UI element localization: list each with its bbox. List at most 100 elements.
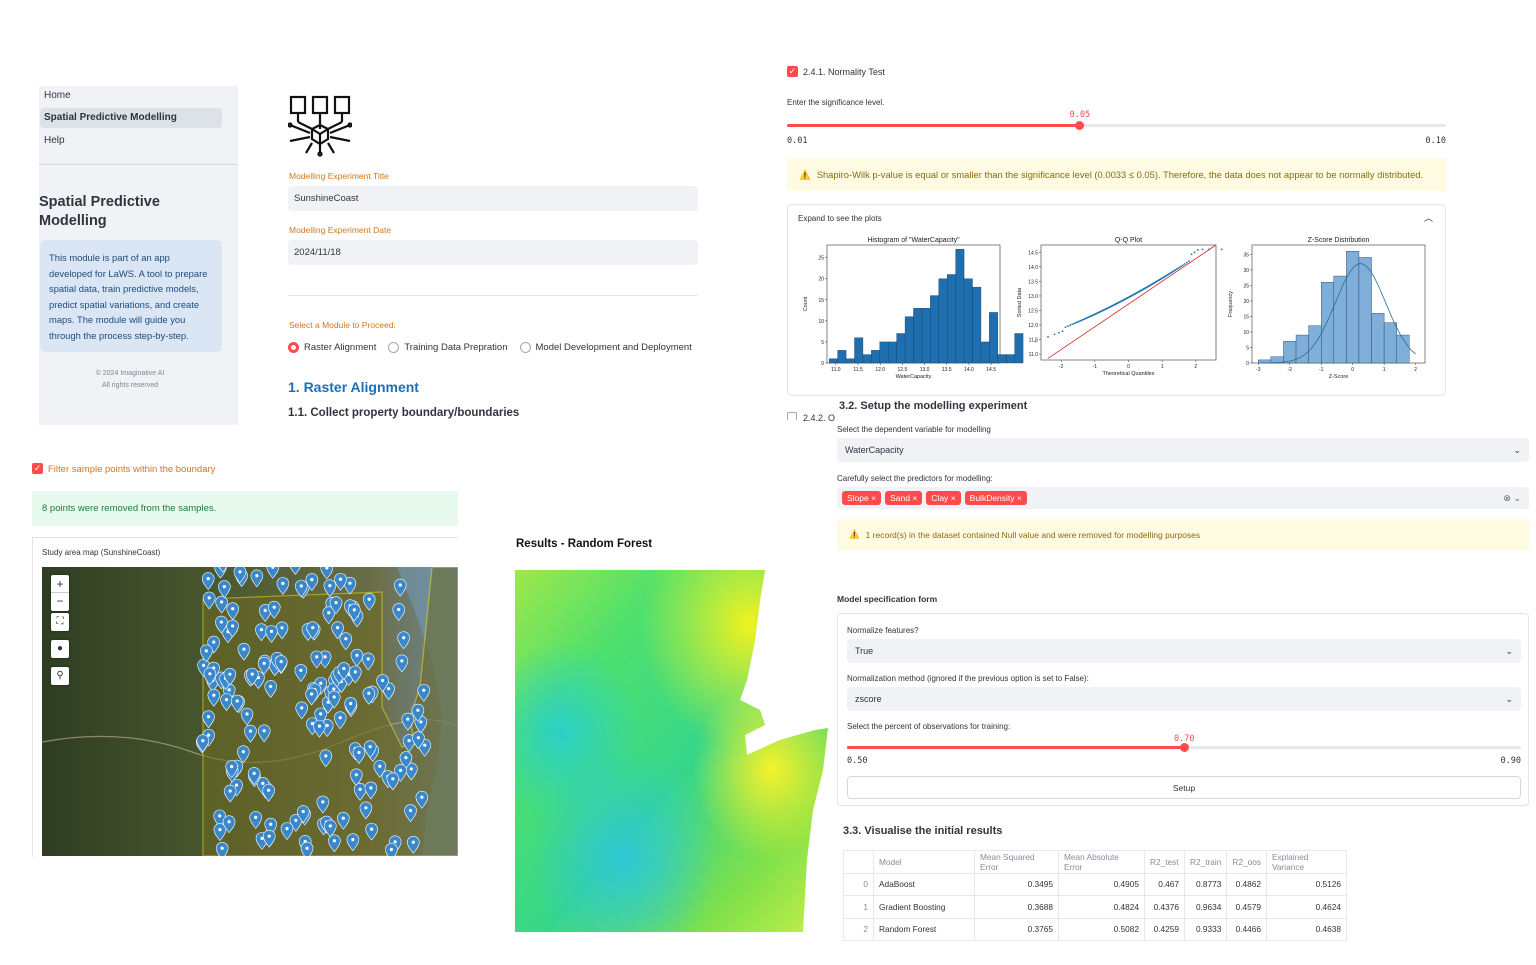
sample-point-marker[interactable]	[417, 683, 431, 702]
fullscreen-icon[interactable]: ⛶	[51, 613, 69, 631]
sample-point-marker[interactable]	[257, 724, 271, 743]
sample-point-marker[interactable]	[337, 662, 351, 680]
column-header[interactable]: R2_test	[1144, 850, 1185, 874]
sample-point-marker[interactable]	[346, 833, 360, 852]
sample-point-marker[interactable]	[331, 621, 344, 640]
radio-raster-alignment[interactable]: Raster Alignment	[288, 342, 376, 353]
table-row[interactable]: 2 Random Forest 0.3765 0.5082 0.4259 0.9333 0.…	[843, 917, 1347, 941]
sample-point-marker[interactable]	[289, 567, 301, 575]
sample-point-marker[interactable]	[334, 572, 347, 591]
sample-point-marker[interactable]	[249, 811, 262, 829]
predictor-tag-clay[interactable]: Clay ×	[926, 491, 961, 505]
sample-point-marker[interactable]	[386, 772, 400, 791]
sample-point-marker[interactable]	[305, 687, 318, 706]
sample-point-marker[interactable]	[395, 654, 409, 673]
dependent-variable-select[interactable]: WaterCapacity ⌄	[837, 438, 1529, 462]
sample-point-marker[interactable]	[353, 783, 367, 801]
sample-point-marker[interactable]	[364, 781, 378, 800]
sample-point-marker[interactable]	[328, 834, 341, 853]
training-percent-slider[interactable]: 0.70 0.50 0.90	[847, 734, 1521, 770]
sample-point-marker[interactable]	[223, 784, 237, 803]
sample-point-marker[interactable]	[362, 592, 376, 611]
sample-point-marker[interactable]	[404, 804, 417, 822]
sample-point-marker[interactable]	[196, 734, 210, 753]
sample-point-marker[interactable]	[313, 719, 326, 738]
sample-point-marker[interactable]	[240, 707, 254, 726]
predictor-tag-bulkdensity[interactable]: BulkDensity ×	[964, 491, 1027, 505]
column-header[interactable]: Model	[873, 850, 975, 874]
sample-point-marker[interactable]	[359, 801, 373, 820]
sample-point-marker[interactable]	[294, 579, 308, 598]
sample-point-marker[interactable]	[333, 711, 347, 730]
sample-point-marker[interactable]	[348, 603, 361, 622]
sample-point-marker[interactable]	[200, 644, 213, 663]
map-search-icon[interactable]: ⚲	[51, 667, 69, 685]
sample-point-marker[interactable]	[405, 762, 418, 781]
sample-point-marker[interactable]	[213, 823, 227, 842]
zoom-in-button[interactable]: +	[51, 575, 69, 593]
sample-point-marker[interactable]	[350, 768, 363, 787]
sample-point-marker[interactable]	[316, 795, 330, 814]
filter-checkbox[interactable]: ✓	[32, 463, 43, 474]
experiment-title-input[interactable]: SunshineCoast	[288, 186, 698, 211]
slider-handle[interactable]	[1075, 121, 1085, 130]
setup-button[interactable]: Setup	[847, 776, 1521, 799]
sample-point-marker[interactable]	[226, 602, 240, 621]
radio-model-development[interactable]: Model Development and Deployment	[519, 342, 692, 353]
next-checkbox[interactable]	[787, 412, 797, 420]
sample-point-marker[interactable]	[344, 697, 358, 715]
clear-all-icon[interactable]: ⊗ ⌄	[1503, 492, 1521, 503]
map-canvas[interactable]	[42, 567, 458, 856]
table-row[interactable]: 0 AdaBoost 0.3495 0.4905 0.467 0.8773 0.4862 0.…	[843, 872, 1347, 896]
table-row[interactable]: 1 Gradient Boosting 0.3688 0.4824 0.4376 0.96…	[843, 895, 1347, 919]
sample-point-marker[interactable]	[399, 751, 413, 770]
chevron-up-icon[interactable]: ︿	[1423, 213, 1433, 223]
sample-point-marker[interactable]	[348, 665, 362, 684]
column-header[interactable]: Mean Squared Error	[974, 850, 1059, 874]
sample-point-marker[interactable]	[336, 811, 350, 830]
normalize-select[interactable]: True ⌄	[847, 639, 1521, 663]
sample-point-marker[interactable]	[215, 595, 228, 614]
sample-point-marker[interactable]	[237, 745, 250, 764]
column-header[interactable]: R2_train	[1183, 850, 1228, 874]
predictor-tag-slope[interactable]: Slope ×	[842, 491, 882, 505]
sample-point-marker[interactable]	[343, 576, 357, 595]
locate-pin-icon[interactable]: ●	[51, 640, 69, 658]
sample-point-marker[interactable]	[207, 688, 221, 707]
nav-spatial-predictive-modelling[interactable]: Spatial Predictive Modelling	[40, 108, 222, 128]
sample-point-marker[interactable]	[361, 652, 375, 671]
sample-point-marker[interactable]	[250, 569, 264, 588]
experiment-date-input[interactable]: 2024/11/18	[288, 240, 698, 265]
sample-point-marker[interactable]	[296, 805, 310, 824]
sample-point-marker[interactable]	[323, 819, 337, 838]
sample-point-marker[interactable]	[265, 625, 278, 643]
close-icon[interactable]: ×	[912, 493, 918, 503]
sample-point-marker[interactable]	[264, 680, 277, 698]
sample-point-marker[interactable]	[352, 746, 366, 764]
sample-point-marker[interactable]	[412, 731, 425, 750]
sample-point-marker[interactable]	[295, 701, 309, 720]
sample-point-marker[interactable]	[365, 822, 378, 841]
sample-point-marker[interactable]	[407, 835, 420, 854]
sample-point-marker[interactable]	[267, 600, 281, 619]
sample-point-marker[interactable]	[294, 664, 308, 682]
radio-training-data[interactable]: Training Data Prepration	[388, 342, 508, 353]
sample-point-marker[interactable]	[393, 578, 407, 597]
sample-point-marker[interactable]	[262, 783, 275, 802]
column-header[interactable]	[843, 850, 874, 874]
predictors-multiselect[interactable]: Slope × Sand × Clay × BulkDensity × ⊗ ⌄	[837, 487, 1529, 509]
sample-point-marker[interactable]	[320, 567, 334, 580]
sample-point-marker[interactable]	[363, 740, 377, 759]
column-header[interactable]: R2_oos	[1226, 850, 1267, 874]
sample-point-marker[interactable]	[257, 656, 271, 675]
normalization-method-select[interactable]: zscore ⌄	[847, 687, 1521, 711]
sample-point-marker[interactable]	[202, 591, 216, 610]
sample-point-marker[interactable]	[280, 822, 294, 840]
nav-help[interactable]: Help	[44, 135, 65, 146]
sample-point-marker[interactable]	[262, 829, 276, 848]
sample-point-marker[interactable]	[402, 734, 416, 753]
column-header[interactable]: Explained Variance	[1265, 850, 1347, 874]
sample-point-marker[interactable]	[245, 667, 259, 686]
sample-point-marker[interactable]	[201, 572, 215, 591]
zoom-out-button[interactable]: −	[56, 594, 64, 608]
